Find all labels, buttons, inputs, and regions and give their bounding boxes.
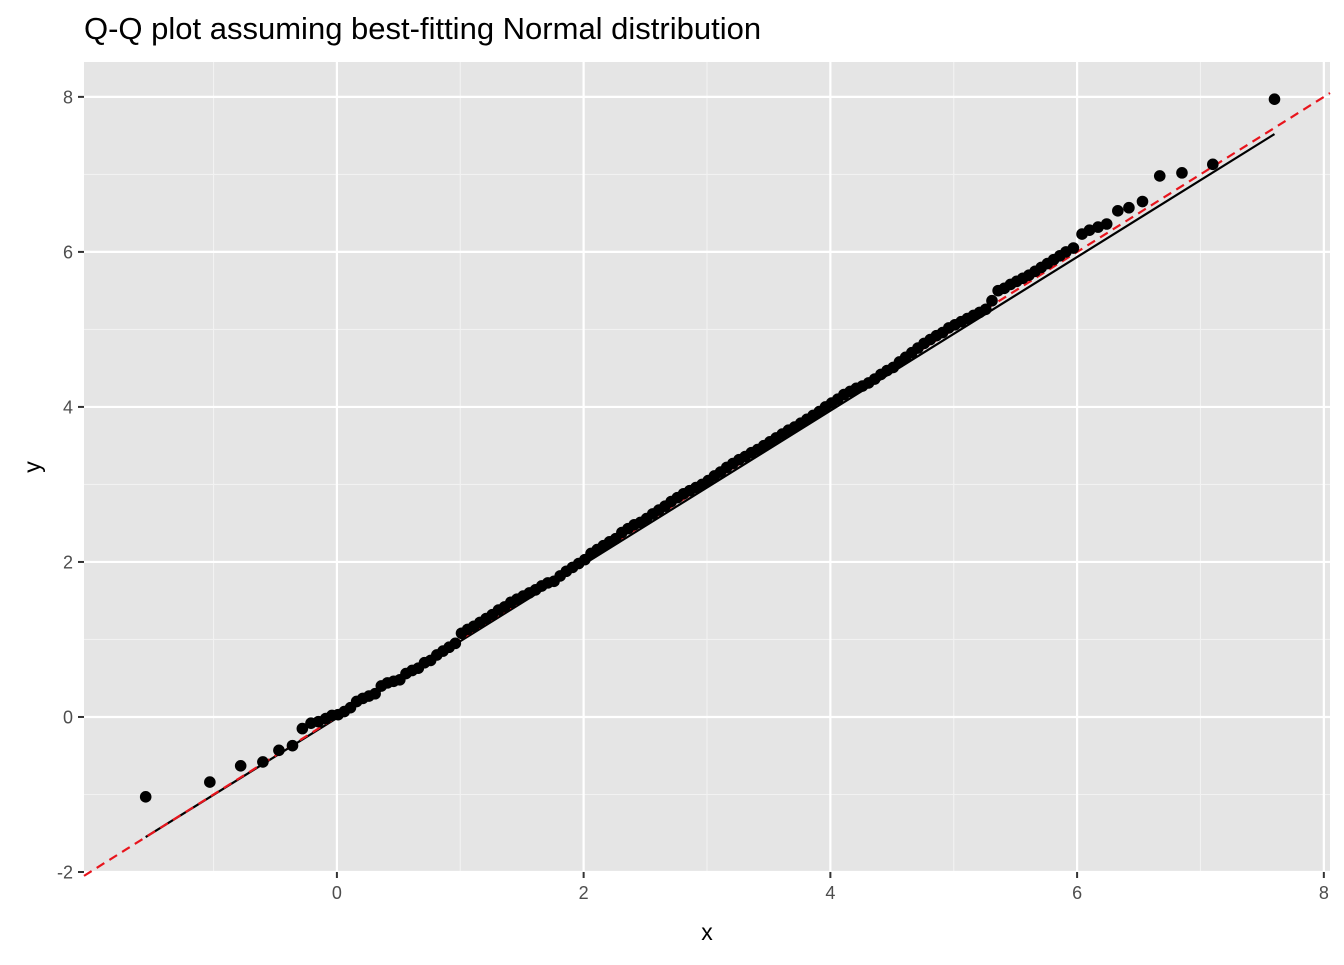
data-point — [257, 756, 269, 768]
data-points — [139, 93, 1281, 803]
x-tick-label: 8 — [1319, 883, 1329, 903]
data-point — [234, 760, 247, 772]
data-point — [1123, 201, 1135, 214]
x-axis: 0 2 4 6 8 — [332, 872, 1329, 903]
minor-gridlines — [84, 62, 1330, 872]
y-axis-label: y — [19, 461, 45, 473]
data-point — [1268, 93, 1281, 106]
data-point — [1136, 195, 1149, 208]
y-tick-label: 2 — [63, 552, 73, 572]
data-point — [1100, 218, 1113, 230]
chart-title: Q-Q plot assuming best-fitting Normal di… — [84, 11, 761, 46]
data-point — [1207, 158, 1219, 171]
x-tick-label: 4 — [825, 883, 835, 903]
data-point — [273, 744, 285, 757]
data-point — [980, 303, 992, 316]
data-point — [986, 294, 998, 307]
y-tick-label: 0 — [63, 707, 73, 727]
major-gridlines — [84, 62, 1330, 874]
y-tick-label: 6 — [63, 242, 73, 262]
data-point — [369, 687, 381, 700]
data-point — [449, 637, 462, 650]
x-tick-label: 6 — [1072, 883, 1082, 903]
y-axis: -2 0 2 4 6 8 — [57, 87, 84, 883]
data-point — [139, 791, 152, 803]
y-tick-label: 4 — [63, 397, 73, 417]
data-point — [1176, 167, 1188, 179]
x-tick-label: 0 — [332, 883, 342, 903]
data-point — [296, 722, 309, 735]
data-point — [204, 776, 216, 788]
x-axis-label: x — [701, 919, 713, 945]
y-tick-label: -2 — [57, 863, 73, 883]
data-point — [1112, 205, 1124, 217]
y-tick-label: 8 — [63, 87, 73, 107]
data-point — [1153, 170, 1166, 182]
x-tick-label: 2 — [579, 883, 589, 903]
data-point — [1067, 242, 1080, 254]
data-point — [286, 739, 299, 752]
